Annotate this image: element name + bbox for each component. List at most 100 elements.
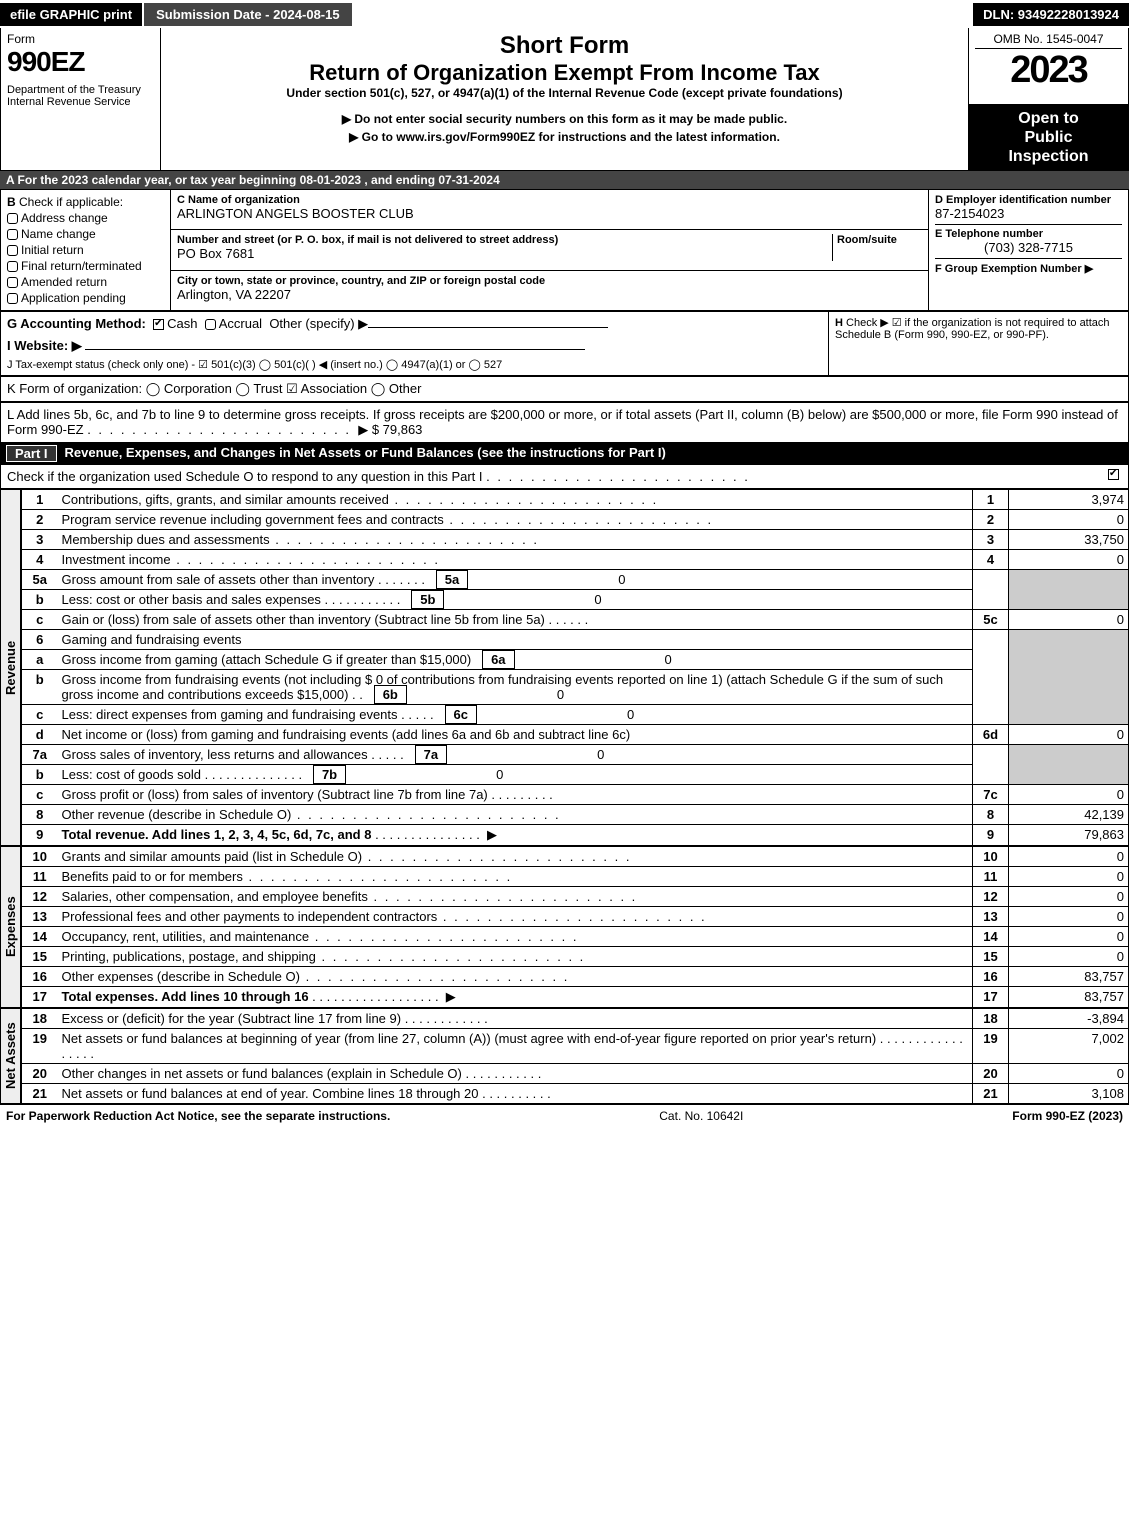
header-block: Form 990EZ Department of the Treasury In… [0,28,1129,171]
line-6a-amt: 0 [522,652,672,667]
line-17-desc: Total expenses. Add lines 10 through 16 [62,989,309,1004]
accrual-checkbox[interactable] [205,319,216,330]
top-bar: efile GRAPHIC print Submission Date - 20… [0,0,1129,28]
omb-number: OMB No. 1545-0047 [975,32,1122,49]
form-number: 990EZ [7,46,154,78]
line-20-desc: Other changes in net assets or fund bala… [62,1066,462,1081]
line-6b-amt: 0 [414,687,564,702]
line-8-amt: 42,139 [1009,805,1129,825]
part-1-header: Part I Revenue, Expenses, and Changes in… [0,443,1129,464]
line-7b-amt: 0 [353,767,503,782]
line-13-amt: 0 [1009,907,1129,927]
catalog-number: Cat. No. 10642I [390,1109,1012,1123]
under-section: Under section 501(c), 527, or 4947(a)(1)… [167,86,962,100]
line-4-desc: Investment income [62,552,171,567]
schedule-o-checkbox[interactable] [1108,469,1119,480]
line-5b-desc: Less: cost or other basis and sales expe… [62,592,321,607]
line-6d-desc: Net income or (loss) from gaming and fun… [62,727,631,742]
line-16-desc: Other expenses (describe in Schedule O) [62,969,300,984]
name-change-checkbox[interactable] [7,229,18,240]
line-11-desc: Benefits paid to or for members [62,869,243,884]
schedule-b-check: Check ▶ ☑ if the organization is not req… [835,317,1110,341]
line-7c-desc: Gross profit or (loss) from sales of inv… [62,787,488,802]
form-of-org: K Form of organization: ◯ Corporation ◯ … [1,377,1129,402]
line-11-amt: 0 [1009,867,1129,887]
line-5c-desc: Gain or (loss) from sale of assets other… [62,612,545,627]
city-value: Arlington, VA 22207 [177,287,922,302]
line-12-amt: 0 [1009,887,1129,907]
line-13-desc: Professional fees and other payments to … [62,909,438,924]
tax-exempt-status: J Tax-exempt status (check only one) - ☑… [7,358,822,371]
paperwork-notice: For Paperwork Reduction Act Notice, see … [6,1109,390,1123]
phone-label: E Telephone number [935,224,1122,240]
line-15-amt: 0 [1009,947,1129,967]
line-16-amt: 83,757 [1009,967,1129,987]
dln-label: DLN: 93492228013924 [973,3,1129,26]
schedule-o-check-line: Check if the organization used Schedule … [7,469,483,484]
section-a-tax-year: A For the 2023 calendar year, or tax yea… [0,171,1129,189]
line-2-amt: 0 [1009,510,1129,530]
line-21-amt: 3,108 [1009,1084,1129,1104]
line-6c-desc: Less: direct expenses from gaming and fu… [62,707,398,722]
line-7a-amt: 0 [454,747,604,762]
instructions-link[interactable]: ▶ Go to www.irs.gov/Form990EZ for instru… [167,126,962,144]
footer: For Paperwork Reduction Act Notice, see … [0,1104,1129,1127]
line-6c-amt: 0 [484,707,634,722]
ein-label: D Employer identification number [935,194,1122,206]
return-title: Return of Organization Exempt From Incom… [167,60,962,86]
address-change-checkbox[interactable] [7,213,18,224]
line-5a-desc: Gross amount from sale of assets other t… [62,572,375,587]
line-12-desc: Salaries, other compensation, and employ… [62,889,368,904]
other-specify-input[interactable] [368,327,608,328]
line-5b-amt: 0 [452,592,602,607]
line-1-desc: Contributions, gifts, grants, and simila… [62,492,389,507]
application-pending-checkbox[interactable] [7,293,18,304]
tax-year: 2023 [975,49,1122,92]
website-label: I Website: ▶ [7,338,82,353]
dept-treasury: Department of the Treasury [7,84,154,96]
line-6-desc: Gaming and fundraising events [58,630,973,650]
group-exemption-label: F Group Exemption Number ▶ [935,258,1122,275]
net-assets-side-label: Net Assets [0,1008,21,1104]
short-form-title: Short Form [167,32,962,60]
line-19-desc: Net assets or fund balances at beginning… [62,1031,877,1046]
expenses-side-label: Expenses [0,846,21,1008]
line-10-amt: 0 [1009,847,1129,867]
line-4-amt: 0 [1009,550,1129,570]
irs-label: Internal Revenue Service [7,96,154,108]
revenue-side-label: Revenue [0,489,21,846]
line-14-amt: 0 [1009,927,1129,947]
street-value: PO Box 7681 [177,246,832,261]
accounting-method-label: G Accounting Method: [7,316,146,331]
line-3-desc: Membership dues and assessments [62,532,270,547]
efile-print-label[interactable]: efile GRAPHIC print [0,3,142,26]
line-6a-desc: Gross income from gaming (attach Schedul… [62,652,472,667]
open-public-inspection: Open to Public Inspection [969,104,1129,171]
line-7a-desc: Gross sales of inventory, less returns a… [62,747,368,762]
line-7b-desc: Less: cost of goods sold [62,767,201,782]
form-edition: Form 990-EZ (2023) [1012,1109,1123,1123]
room-suite-label: Room/suite [837,234,922,246]
info-block: B Check if applicable: Address change Na… [0,189,1129,311]
line-7c-amt: 0 [1009,785,1129,805]
line-14-desc: Occupancy, rent, utilities, and maintena… [62,929,310,944]
final-return-checkbox[interactable] [7,261,18,272]
line-20-amt: 0 [1009,1064,1129,1084]
ssn-warning: ▶ Do not enter social security numbers o… [167,108,962,126]
line-3-amt: 33,750 [1009,530,1129,550]
amended-return-checkbox[interactable] [7,277,18,288]
submission-date: Submission Date - 2024-08-15 [142,3,352,26]
line-17-amt: 83,757 [1009,987,1129,1008]
city-label: City or town, state or province, country… [177,275,922,287]
website-input[interactable] [85,349,585,350]
gross-receipts-amount: ▶ $ 79,863 [358,422,422,437]
line-18-amt: -3,894 [1009,1009,1129,1029]
phone-value: (703) 328-7715 [935,240,1122,255]
line-19-amt: 7,002 [1009,1029,1129,1064]
line-18-desc: Excess or (deficit) for the year (Subtra… [62,1011,402,1026]
cash-checkbox[interactable] [153,319,164,330]
line-21-desc: Net assets or fund balances at end of ye… [62,1086,479,1101]
line-1-amt: 3,974 [1009,490,1129,510]
initial-return-checkbox[interactable] [7,245,18,256]
line-2-desc: Program service revenue including govern… [62,512,444,527]
